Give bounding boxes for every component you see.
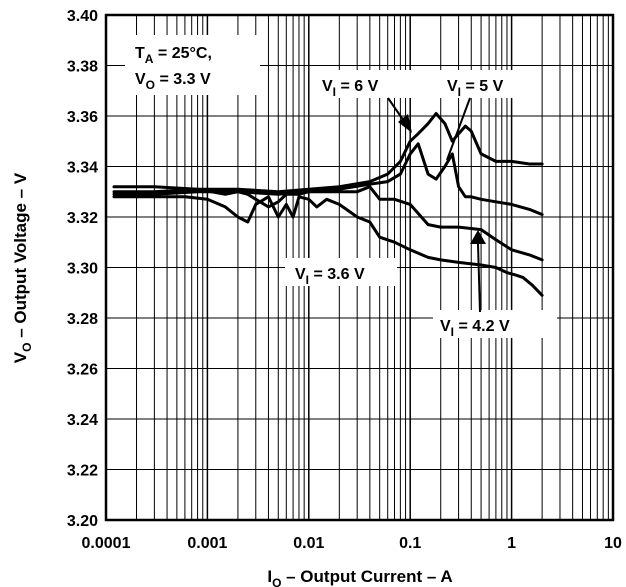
series-label-6v-main: V — [322, 78, 333, 95]
series-label-5v-sub: I — [458, 85, 461, 99]
x-tick-label: 0.001 — [187, 535, 227, 552]
series-label-36v-rest: = 3.6 V — [309, 266, 365, 283]
condition-output-voltage-main: V — [135, 71, 146, 88]
condition-temperature: TA = 25°C, — [135, 45, 212, 66]
series-line-1 — [112, 142, 544, 216]
label-box-42v — [433, 310, 557, 338]
series-label-6v-sub: I — [333, 85, 336, 99]
series-label-6v-rest: = 6 V — [336, 78, 379, 95]
series-label-42v-sub: I — [451, 325, 454, 339]
y-tick-label: 3.34 — [67, 160, 98, 177]
x-axis-label: IO – Output Current – A — [267, 567, 452, 587]
x-tick-labels: 0.0001 0.001 0.01 0.1 1 10 — [82, 535, 622, 552]
y-tick-label: 3.32 — [67, 210, 98, 227]
leader-5v — [446, 97, 471, 161]
series-line-3 — [112, 195, 544, 297]
series-line-2 — [112, 185, 544, 262]
y-tick-label: 3.40 — [67, 8, 98, 25]
conditions-box — [125, 35, 260, 95]
x-axis-label-main: I — [267, 567, 272, 586]
series-label-36v: VI = 3.6 V — [295, 266, 365, 287]
arrowhead-42v — [470, 230, 486, 244]
label-box-6v — [314, 70, 414, 98]
y-tick-label: 3.20 — [67, 513, 98, 530]
series-label-42v: VI = 4.2 V — [440, 318, 510, 339]
y-axis-label-rest: – Output Voltage – V — [11, 172, 30, 342]
series-group — [112, 112, 544, 297]
x-axis-label-rest: – Output Current – A — [281, 567, 452, 586]
condition-output-voltage-sub: O — [146, 78, 155, 92]
plot-frame — [104, 13, 615, 522]
condition-output-voltage-rest: = 3.3 V — [155, 71, 211, 88]
series-label-5v-rest: = 5 V — [461, 78, 504, 95]
x-tick-label: 0.01 — [293, 535, 324, 552]
y-tick-label: 3.36 — [67, 109, 98, 126]
series-label-6v: VI = 6 V — [322, 78, 379, 99]
y-axis-label-sub: O — [20, 343, 34, 352]
x-tick-label: 10 — [604, 535, 622, 552]
y-axis-label-main: V — [11, 351, 30, 363]
series-label-5v: VI = 5 V — [447, 78, 504, 99]
condition-temperature-main: T — [135, 45, 145, 62]
series-label-42v-main: V — [440, 318, 451, 335]
series-label-36v-main: V — [295, 266, 306, 283]
y-tick-label: 3.38 — [67, 59, 98, 76]
leader-42v — [477, 243, 481, 313]
condition-output-voltage: VO = 3.3 V — [135, 71, 211, 92]
x-tick-label: 0.1 — [399, 535, 421, 552]
condition-temperature-rest: = 25°C, — [153, 45, 211, 62]
series-label-36v-sub: I — [306, 273, 309, 287]
series-label-42v-rest: = 4.2 V — [454, 318, 510, 335]
y-axis-label: VO – Output Voltage – V — [11, 172, 34, 363]
y-tick-label: 3.28 — [67, 311, 98, 328]
label-box-5v — [438, 70, 530, 98]
series-label-5v-main: V — [447, 78, 458, 95]
y-tick-label: 3.24 — [67, 412, 98, 429]
y-tick-labels: 3.20 3.22 3.24 3.26 3.28 3.30 3.32 3.34 3.36 3.38… — [67, 8, 98, 530]
x-tick-label: 1 — [507, 535, 516, 552]
label-box-36v — [285, 258, 397, 286]
x-tick-label: 0.0001 — [82, 535, 131, 552]
y-tick-label: 3.22 — [67, 463, 98, 480]
y-tick-label: 3.26 — [67, 362, 98, 379]
y-tick-label: 3.30 — [67, 261, 98, 278]
arrowhead-6v — [398, 114, 412, 133]
series-line-0 — [112, 112, 544, 194]
x-axis-label-sub: O — [272, 576, 281, 587]
condition-temperature-sub: A — [145, 52, 154, 66]
